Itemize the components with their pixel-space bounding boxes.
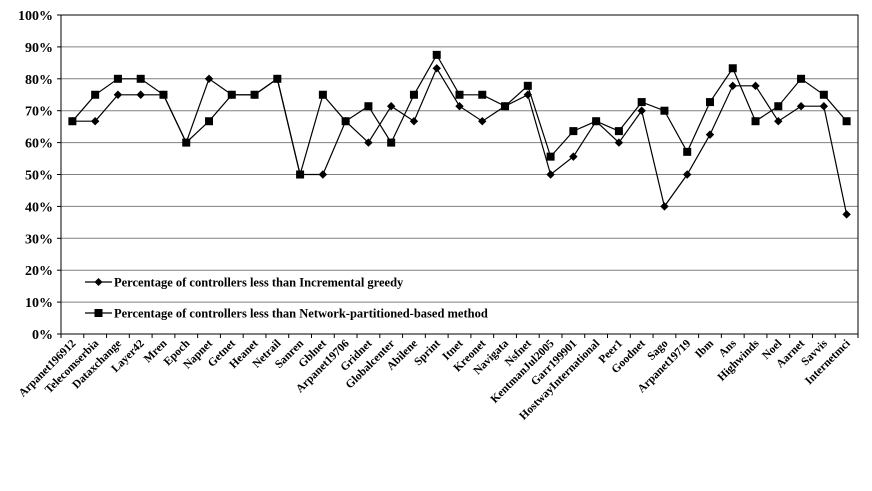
y-tick-label: 70% [25, 105, 53, 120]
data-point-square [318, 90, 327, 99]
data-point-diamond [819, 102, 829, 111]
x-tick-label: Sprint [412, 338, 443, 369]
data-point-diamond [796, 102, 806, 111]
data-point-diamond [386, 102, 396, 111]
data-point-square [364, 102, 373, 111]
y-tick-label: 60% [25, 137, 53, 152]
x-axis-ticks: Arpanet196912TelecomserbiaDataxchangeLay… [17, 334, 859, 422]
data-point-diamond [774, 117, 783, 126]
data-point-diamond [546, 170, 555, 179]
data-point-square [182, 138, 191, 147]
data-point-square [227, 90, 236, 99]
data-point-diamond [683, 170, 692, 179]
data-point-diamond [705, 130, 715, 139]
legend-marker-diamond [94, 278, 103, 286]
data-point-square [614, 127, 623, 136]
y-tick-label: 0% [32, 328, 53, 343]
data-point-square [797, 74, 806, 83]
y-tick-label: 100% [18, 9, 53, 24]
data-point-diamond [478, 117, 487, 126]
data-point-square [273, 74, 282, 83]
data-point-square [728, 64, 737, 73]
data-point-diamond [751, 81, 760, 91]
data-point-square [705, 98, 714, 107]
data-point-diamond [614, 138, 624, 147]
data-point-square [113, 74, 122, 83]
y-tick-label: 30% [25, 232, 53, 247]
data-point-square [455, 90, 464, 99]
data-point-square [68, 117, 77, 126]
y-tick-label: 20% [25, 264, 53, 279]
data-point-diamond [90, 117, 100, 126]
data-point-square [751, 117, 760, 126]
data-point-square [478, 90, 487, 99]
y-tick-label: 80% [25, 73, 53, 88]
legend-marker-square [94, 309, 103, 317]
data-point-diamond [569, 152, 578, 161]
data-point-square [432, 50, 441, 59]
plot-area-border [60, 14, 859, 335]
y-axis-ticks: 0% 10% 20% 30% 40% 50% 60% 70% 80% 90% 100% [18, 9, 61, 343]
data-point-square [523, 81, 532, 90]
data-point-square [91, 90, 100, 99]
y-tick-label: 10% [25, 296, 53, 311]
data-point-square [819, 90, 828, 99]
data-point-diamond [523, 90, 533, 99]
data-point-diamond [318, 170, 328, 179]
series-line [71, 53, 848, 177]
y-tick-label: 50% [25, 169, 53, 184]
data-point-square [501, 102, 510, 111]
data-point-square [296, 170, 305, 179]
data-point-diamond [432, 64, 441, 73]
data-point-square [569, 127, 578, 136]
data-point-square [683, 147, 692, 156]
data-point-square [637, 98, 646, 107]
data-point-diamond [842, 210, 851, 219]
data-point-square [136, 74, 145, 83]
data-point-diamond [409, 117, 419, 126]
data-point-diamond [204, 74, 214, 83]
y-tick-label: 40% [25, 200, 53, 215]
x-tick-label: Ibm [693, 337, 716, 360]
data-point-square [409, 90, 418, 99]
legend-label-network: Percentage of controllers less than Netw… [114, 307, 488, 321]
data-point-square [842, 117, 851, 126]
data-point-diamond [660, 202, 669, 211]
series-layer [68, 50, 851, 219]
data-point-square [159, 90, 168, 99]
data-point-diamond [455, 102, 464, 111]
legend: Percentage of controllers less than Incr… [85, 276, 488, 321]
data-point-diamond [637, 106, 646, 115]
data-point-square [660, 106, 669, 115]
data-point-square [774, 102, 783, 111]
data-point-square [205, 117, 214, 126]
series-2 [68, 50, 851, 179]
data-point-square [387, 138, 396, 147]
data-point-square [592, 117, 601, 126]
data-point-square [341, 117, 350, 126]
gridlines [61, 46, 858, 303]
data-point-square [250, 90, 259, 99]
data-point-diamond [113, 90, 123, 99]
y-tick-label: 90% [25, 41, 53, 56]
data-point-diamond [364, 138, 373, 147]
data-point-square [546, 152, 555, 161]
data-point-diamond [136, 90, 145, 99]
legend-label-incremental: Percentage of controllers less than Incr… [114, 276, 404, 290]
data-point-diamond [728, 81, 737, 91]
